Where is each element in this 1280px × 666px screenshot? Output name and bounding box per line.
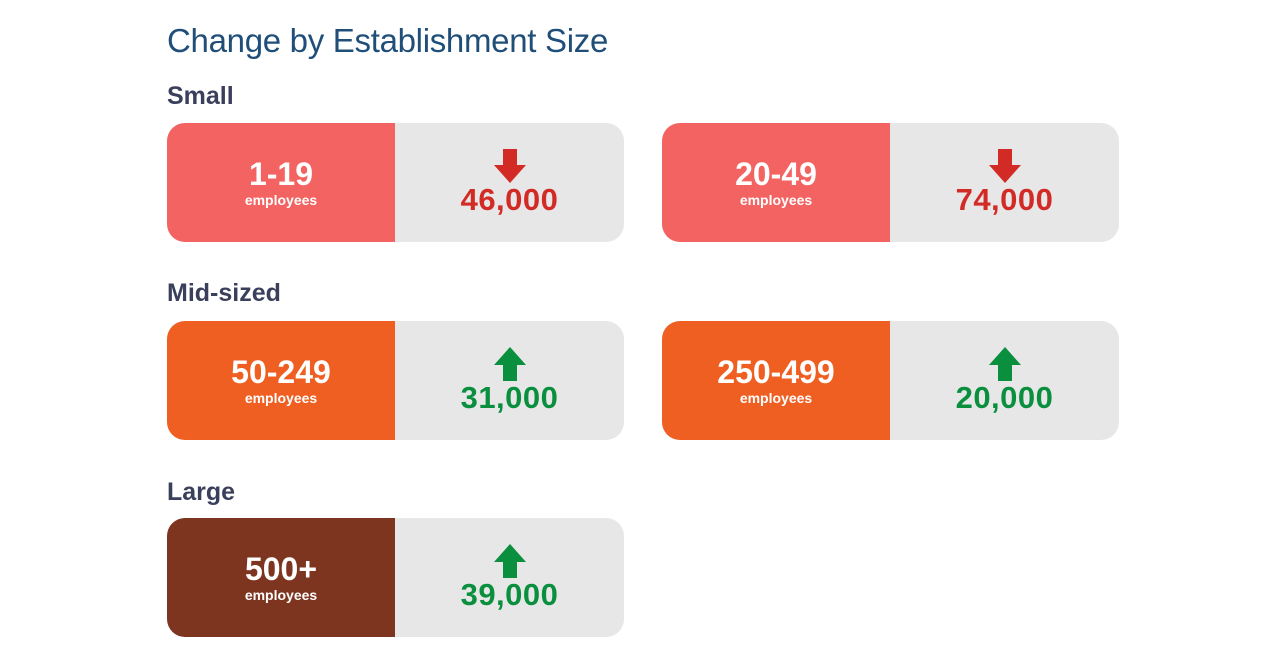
size-card-50-249: 50-249 employees 31,000: [167, 321, 624, 440]
size-range: 1-19: [248, 155, 314, 192]
size-range-panel: 20-49 employees: [662, 123, 890, 242]
size-unit: employees: [739, 191, 813, 208]
size-unit: employees: [244, 191, 318, 208]
down-arrow-icon: [988, 148, 1021, 183]
change-panel: 20,000: [890, 321, 1119, 440]
page-title: Change by Establishment Size: [167, 22, 609, 59]
size-unit: employees: [739, 389, 813, 406]
size-unit: employees: [244, 586, 318, 603]
change-panel: 39,000: [395, 518, 624, 637]
size-range-panel: 250-499 employees: [662, 321, 890, 440]
size-unit: employees: [244, 389, 318, 406]
up-arrow-icon: [988, 346, 1021, 381]
size-card-500-plus: 500+ employees 39,000: [167, 518, 624, 637]
group-label-mid-sized: Mid-sized: [167, 279, 281, 307]
change-panel: 31,000: [395, 321, 624, 440]
change-value: 74,000: [955, 181, 1054, 217]
size-range: 500+: [244, 550, 318, 587]
change-value: 39,000: [460, 576, 559, 612]
up-arrow-icon: [493, 543, 526, 578]
size-range-panel: 50-249 employees: [167, 321, 395, 440]
size-card-20-49: 20-49 employees 74,000: [662, 123, 1119, 242]
size-card-1-19: 1-19 employees 46,000: [167, 123, 624, 242]
size-range: 250-499: [717, 353, 835, 390]
size-range-panel: 500+ employees: [167, 518, 395, 637]
group-label-large: Large: [167, 478, 236, 506]
change-panel: 46,000: [395, 123, 624, 242]
change-value: 46,000: [460, 181, 559, 217]
change-value: 20,000: [955, 379, 1054, 415]
change-panel: 74,000: [890, 123, 1119, 242]
up-arrow-icon: [493, 346, 526, 381]
group-label-small: Small: [167, 82, 234, 110]
size-range: 50-249: [231, 353, 331, 390]
size-range-panel: 1-19 employees: [167, 123, 395, 242]
size-range: 20-49: [735, 155, 817, 192]
down-arrow-icon: [493, 148, 526, 183]
size-card-250-499: 250-499 employees 20,000: [662, 321, 1119, 440]
change-value: 31,000: [460, 379, 559, 415]
